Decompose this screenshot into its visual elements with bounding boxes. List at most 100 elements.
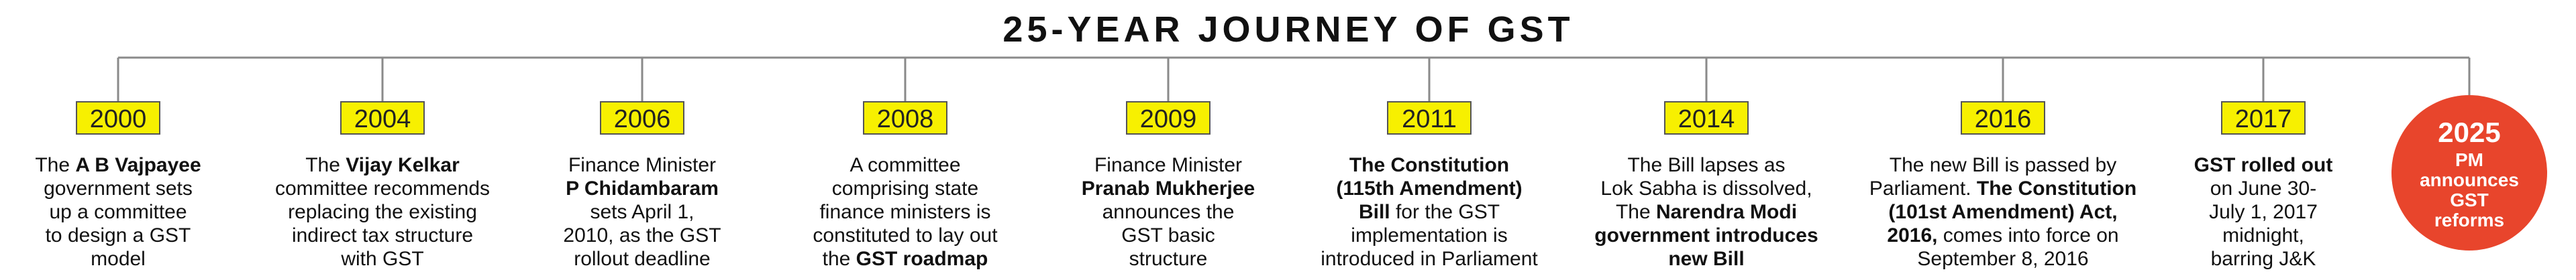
description-line: midnight,	[2222, 224, 2304, 247]
year-box	[1126, 101, 1210, 135]
description-line: on June 30-	[2210, 178, 2316, 200]
bold-segment: Bill	[1359, 201, 1390, 223]
description-line: September 8, 2016	[1917, 248, 2088, 270]
description-line: Pranab Mukherjee	[1082, 178, 1255, 200]
text-segment: indirect tax structure	[292, 224, 473, 247]
bold-segment: government introduces	[1594, 224, 1818, 247]
year-label: 2009	[1140, 105, 1197, 133]
text-segment: September 8, 2016	[1917, 248, 2088, 270]
text-segment: GST basic	[1121, 224, 1215, 247]
text-segment: constituted to lay out	[813, 224, 998, 247]
description-line: The new Bill is passed by	[1890, 154, 2117, 176]
text-segment: The	[305, 154, 346, 176]
description-line: 2010, as the GST	[563, 224, 721, 247]
bold-segment: new Bill	[1668, 248, 1744, 270]
bold-segment: (101st Amendment) Act,	[1888, 201, 2117, 223]
description-line: Bill for the GST	[1359, 201, 1500, 223]
text-segment: government sets	[44, 178, 193, 200]
bold-segment: P Chidambaram	[566, 178, 719, 200]
final-line: reforms	[2434, 210, 2504, 230]
text-segment: July 1, 2017	[2209, 201, 2318, 223]
text-segment: finance ministers is	[819, 201, 990, 223]
text-segment: comprising state	[832, 178, 978, 200]
text-segment: committee recommends	[275, 178, 490, 200]
description-line: Lok Sabha is dissolved,	[1600, 178, 1812, 200]
description-line: comprising state	[832, 178, 978, 200]
final-line: PM	[2455, 149, 2483, 170]
text-segment: Finance Minister	[568, 154, 716, 176]
description-line: replacing the existing	[288, 201, 477, 223]
text-segment: barring J&K	[2211, 248, 2316, 270]
description-line: The Narendra Modi	[1616, 201, 1797, 223]
description-line: barring J&K	[2211, 248, 2316, 270]
text-segment: The	[35, 154, 75, 176]
description-line: constituted to lay out	[813, 224, 998, 247]
text-segment: Parliament.	[1869, 178, 1977, 200]
description-line: Parliament. The Constitution	[1869, 178, 2136, 200]
text-segment: rollout deadline	[574, 248, 710, 270]
text-segment: for the GST	[1390, 201, 1500, 223]
year-box	[2221, 101, 2306, 135]
bold-segment: The Constitution	[1349, 154, 1509, 176]
final-line: announces	[2420, 169, 2519, 190]
year-label: 2011	[1402, 105, 1457, 133]
description-line: Finance Minister	[1094, 154, 1242, 176]
description-line: government introduces	[1594, 224, 1818, 247]
bold-segment: 2016,	[1887, 224, 1937, 247]
description-line: announces the	[1102, 201, 1235, 223]
text-segment: midnight,	[2222, 224, 2304, 247]
bold-segment: (115th Amendment)	[1336, 178, 1522, 200]
description-line: implementation is	[1351, 224, 1507, 247]
description-line: P Chidambaram	[566, 178, 719, 200]
text-segment: up a committee	[49, 201, 187, 223]
description-line: July 1, 2017	[2209, 201, 2318, 223]
description-line: the GST roadmap	[823, 248, 988, 270]
year-label: 2004	[354, 105, 411, 133]
description-line: committee recommends	[275, 178, 490, 200]
text-segment: the	[823, 248, 856, 270]
text-segment: The new Bill is passed by	[1890, 154, 2117, 176]
text-segment: The	[1616, 201, 1656, 223]
text-segment: comes into force on	[1937, 224, 2118, 247]
text-segment: structure	[1129, 248, 1208, 270]
description-line: (115th Amendment)	[1336, 178, 1522, 200]
year-label: 2016	[1975, 105, 2032, 133]
bold-segment: A B Vajpayee	[75, 154, 201, 176]
text-segment: 2010, as the GST	[563, 224, 721, 247]
description-line: structure	[1129, 248, 1208, 270]
year-box	[1387, 101, 1472, 135]
text-segment: Finance Minister	[1094, 154, 1242, 176]
description-line: up a committee	[49, 201, 187, 223]
description-line: model	[91, 248, 146, 270]
bold-segment: GST roadmap	[856, 248, 988, 270]
description-line: introduced in Parliament	[1321, 248, 1538, 270]
text-segment: with GST	[340, 248, 423, 270]
description-line: new Bill	[1668, 248, 1744, 270]
description-line: The Vijay Kelkar	[305, 154, 460, 176]
final-line: GST	[2450, 190, 2489, 210]
description-line: The Bill lapses as	[1627, 154, 1785, 176]
description-line: rollout deadline	[574, 248, 710, 270]
bold-segment: Vijay Kelkar	[346, 154, 460, 176]
year-box	[340, 101, 425, 135]
description-line: indirect tax structure	[292, 224, 473, 247]
bold-segment: Pranab Mukherjee	[1082, 178, 1255, 200]
year-label: 2008	[877, 105, 934, 133]
text-segment: sets April 1,	[590, 201, 694, 223]
year-label: 2000	[90, 105, 147, 133]
description-line: 2016, comes into force on	[1887, 224, 2118, 247]
description-line: Finance Minister	[568, 154, 716, 176]
description-line: The A B Vajpayee	[35, 154, 201, 176]
description-line: The Constitution	[1349, 154, 1509, 176]
description-line: GST rolled out	[2194, 154, 2333, 176]
description-line: finance ministers is	[819, 201, 990, 223]
year-box	[600, 101, 684, 135]
description-line: A committee	[849, 154, 960, 176]
year-box	[1664, 101, 1749, 135]
description-line: to design a GST	[46, 224, 191, 247]
description-line: GST basic	[1121, 224, 1215, 247]
description-line: (101st Amendment) Act,	[1888, 201, 2117, 223]
final-year: 2025	[2438, 117, 2500, 148]
